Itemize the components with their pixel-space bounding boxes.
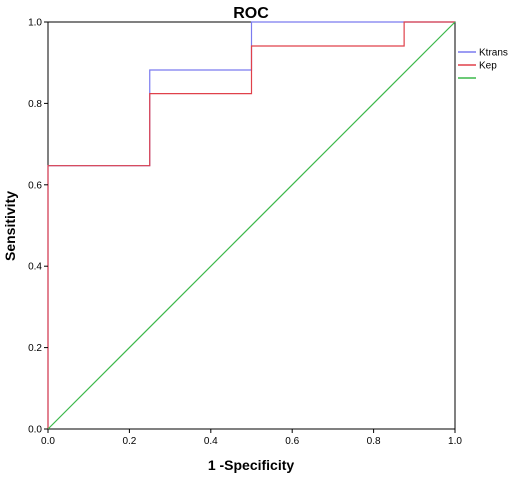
series-line-reference — [47, 21, 456, 430]
x-tick-label: 0.8 — [367, 436, 381, 447]
chart-title: ROC — [233, 5, 269, 22]
y-tick-label: 0.6 — [28, 180, 42, 191]
y-axis-label: Sensitivity — [2, 191, 18, 261]
x-tick-label: 0.6 — [285, 436, 299, 447]
legend-label-ktrans: Ktrans — [479, 48, 508, 59]
x-tick-label: 1.0 — [448, 436, 462, 447]
y-tick-label: 1.0 — [28, 18, 42, 29]
x-tick-label: 0.0 — [41, 436, 55, 447]
axis-ticks: 0.0 0.2 0.4 0.6 0.8 1.0 0.0 0.2 0.4 0.6 0.8 1.0 — [28, 18, 462, 448]
legend: Ktrans Kep — [458, 48, 508, 79]
x-tick-label: 0.4 — [204, 436, 218, 447]
y-tick-label: 0.4 — [28, 262, 42, 273]
y-tick-label: 0.2 — [28, 343, 42, 354]
legend-label-kep: Kep — [479, 61, 497, 72]
y-tick-label: 0.0 — [28, 425, 42, 436]
x-axis-label: 1 -Specificity — [208, 457, 295, 473]
series-line-kep — [47, 21, 455, 429]
plot-area — [47, 21, 456, 430]
y-tick-label: 0.8 — [28, 99, 42, 110]
x-tick-label: 0.2 — [122, 436, 136, 447]
